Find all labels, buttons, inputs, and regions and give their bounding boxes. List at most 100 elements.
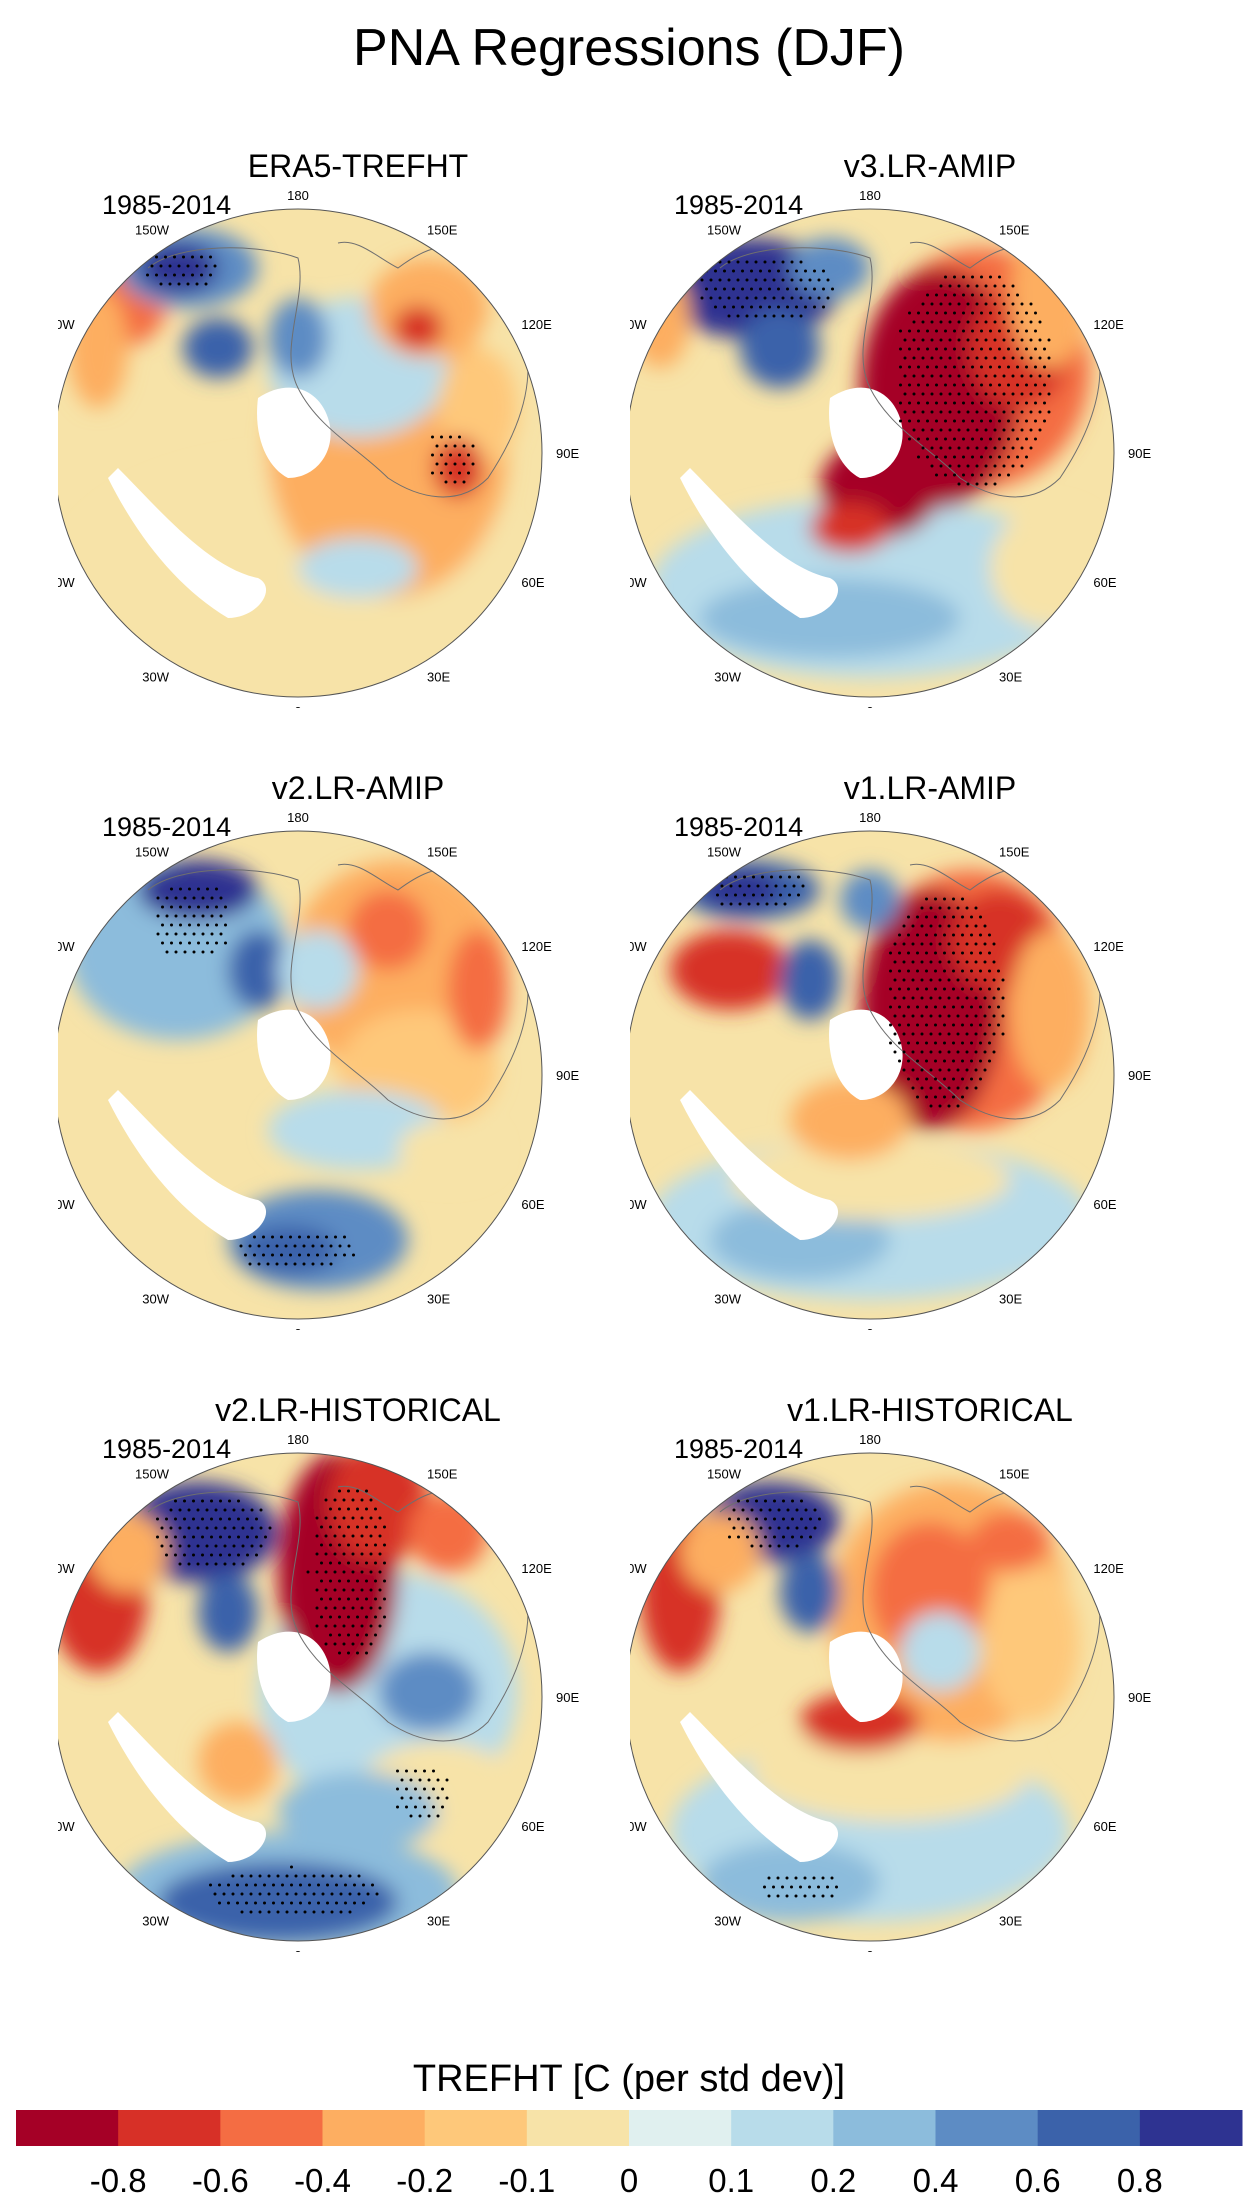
field-blob-dark_blue [780,940,840,1020]
stipple-dot [333,1588,337,1592]
stipple-dot [205,1562,209,1566]
stipple-dot [178,1544,182,1548]
stipple-dot [763,314,767,318]
stipple-dot [975,410,979,414]
stipple-dot [786,269,789,273]
stipple-dot [947,1050,951,1054]
stipple-dot [804,305,807,309]
stipple-dot [965,1014,969,1018]
stipple-dot [889,1041,892,1045]
stipple-dot [289,1235,292,1239]
lon-label-30w: 30W [142,1291,169,1306]
stipple-dot [700,278,704,282]
stipple-dot [284,1244,288,1248]
stipple-dot [935,365,938,369]
stipple-dot [195,264,199,268]
stipple-dot [970,933,973,937]
stipple-dot [763,278,767,282]
stipple-dot [826,296,830,300]
stipple-dot [285,1892,289,1896]
stipple-dot [938,978,942,982]
stipple-dot [342,1498,346,1502]
stipple-dot [795,287,798,291]
stipple-dot [338,1561,341,1565]
stipple-dot [187,1526,191,1530]
colorbar-tick-label: 0.2 [810,2162,856,2199]
stipple-dot [745,278,749,282]
stipple-dot [1029,374,1033,378]
stipple-dot [223,1526,227,1530]
field-blob-light_blue [278,930,358,1010]
stipple-dot [952,987,955,991]
stipple-dot [926,329,929,333]
stipple-dot [302,1244,306,1248]
stipple-dot [329,1561,332,1565]
stipple-dot [178,1526,182,1530]
stipple-dot [449,471,452,475]
stipple-dot [974,1086,978,1090]
stipple-dot [930,464,934,468]
stipple-dot [159,264,163,268]
stipple-dot [993,482,997,486]
stipple-dot [342,1552,346,1556]
stipple-dot [330,1910,334,1914]
colorbar-tick-label: 0.4 [913,2162,959,2199]
stipple-dot [957,284,961,288]
panel-title: v3.LR-AMIP [843,148,1017,184]
stipple-dot [971,293,974,297]
stipple-dot [966,338,970,342]
stipple-dot [983,942,987,946]
stipple-dot [1020,428,1024,432]
stipple-dot [1011,302,1015,306]
stipple-dot [785,1876,789,1880]
stipple-dot [196,1544,200,1548]
stipple-dot [759,269,762,273]
stipple-dot [248,1262,252,1266]
stipple-dot [998,419,1001,423]
stipple-dot [218,1883,221,1887]
stipple-dot [754,278,758,282]
stipple-dot [916,987,919,991]
stipple-dot [161,941,164,945]
stipple-dot [791,1499,794,1503]
stipple-dot [444,480,448,484]
stipple-dot [983,1032,987,1036]
stipple-dot [293,1262,297,1266]
lon-label-120w: 120W [630,1561,647,1576]
stipple-dot [952,1077,955,1081]
stipple-dot [935,455,938,459]
stipple-dot [944,401,947,405]
stipple-dot [956,1068,960,1072]
stipple-dot [939,356,943,360]
stipple-dot [935,419,938,423]
stipple-dot [1038,356,1042,360]
stipple-dot [966,464,970,468]
stipple-dot [409,1778,413,1782]
stipple-dot [929,1104,933,1108]
stipple-dot [348,1910,352,1914]
stipple-dot [899,329,902,333]
stipple-dot [299,1883,302,1887]
stipple-dot [965,906,969,910]
stipple-dot [342,1606,346,1610]
stipple-dot [812,1894,816,1898]
stipple-dot [826,1885,829,1889]
stipple-dot [935,473,938,477]
stipple-dot [938,1086,942,1090]
stipple-dot [727,260,731,264]
atlantic-white-region [108,468,267,618]
stipple-dot [351,1642,355,1646]
stipple-dot [988,1041,991,1045]
colorbar-swatch [424,2110,528,2146]
stipple-dot [179,887,182,891]
stipple-dot [911,942,915,946]
stipple-dot [237,1553,240,1557]
stipple-dot [970,915,973,919]
stipple-dot [952,897,955,901]
stipple-dot [965,960,969,964]
stipple-dot [920,996,924,1000]
stipple-dot [929,906,933,910]
stipple-dot [330,1874,334,1878]
stipple-dot [998,347,1001,351]
stipple-dot [943,1095,946,1099]
